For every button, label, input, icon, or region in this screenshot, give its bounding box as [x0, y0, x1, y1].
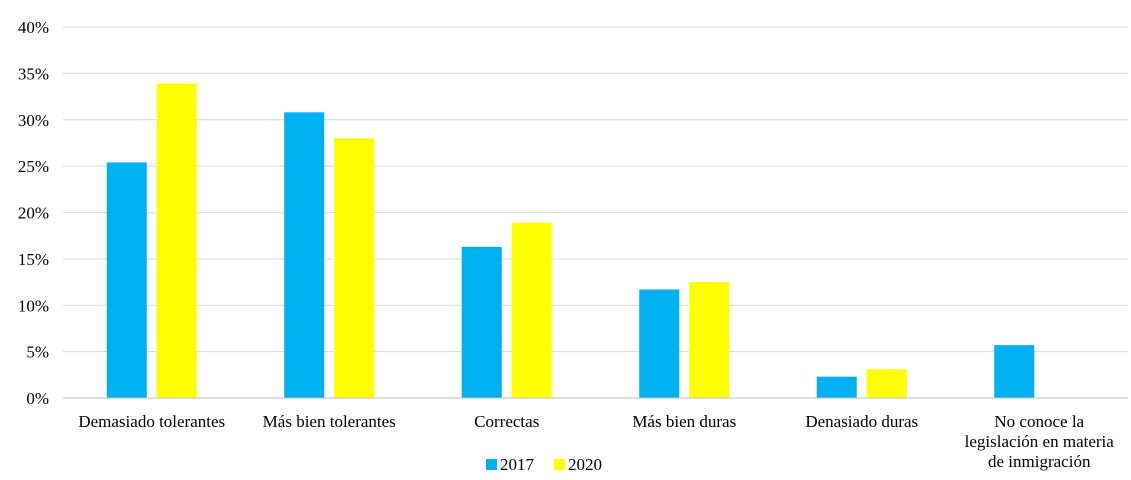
- bar-2017: [106, 162, 147, 398]
- x-category-label: Correctas: [474, 412, 539, 431]
- x-category-label: Demasiado tolerantes: [78, 412, 225, 431]
- bar-2017: [816, 376, 857, 398]
- bar-2017: [639, 289, 680, 398]
- y-tick-label: 0%: [26, 389, 49, 408]
- bar-2020: [511, 222, 552, 398]
- y-axis-tick-labels: 0% 5% 10% 15% 20% 25% 30% 35% 40%: [18, 18, 49, 408]
- x-category-label: Denasiado duras: [805, 412, 918, 431]
- y-tick-label: 40%: [18, 18, 49, 37]
- bar-2020: [334, 138, 375, 399]
- bar-2017: [994, 345, 1035, 398]
- bar-2020: [156, 83, 197, 398]
- gridlines: [63, 26, 1128, 353]
- legend-label-2020: 2020: [568, 455, 602, 474]
- y-tick-label: 20%: [18, 204, 49, 223]
- bar-2020: [689, 282, 730, 398]
- y-tick-label: 30%: [18, 111, 49, 130]
- y-tick-label: 10%: [18, 296, 49, 315]
- x-category-label: No conoce la legislación en materia de inm…: [965, 412, 1115, 471]
- x-category-label: Más bien tolerantes: [263, 412, 396, 431]
- bar-2017: [461, 246, 502, 398]
- legend-swatch-2017: [486, 459, 497, 470]
- y-tick-label: 5%: [26, 343, 49, 362]
- bar-2017: [284, 112, 325, 398]
- legend: 2017 2020: [486, 455, 602, 474]
- x-category-label: Más bien duras: [632, 412, 736, 431]
- x-axis-category-labels: Demasiado tolerantes Más bien tolerantes C…: [78, 412, 1114, 471]
- legend-swatch-2020: [554, 459, 565, 470]
- y-tick-label: 15%: [18, 250, 49, 269]
- bars: [106, 83, 1035, 399]
- y-tick-label: 35%: [18, 64, 49, 83]
- legend-label-2017: 2017: [500, 455, 535, 474]
- bar-2020: [866, 369, 907, 398]
- y-tick-label: 25%: [18, 157, 49, 176]
